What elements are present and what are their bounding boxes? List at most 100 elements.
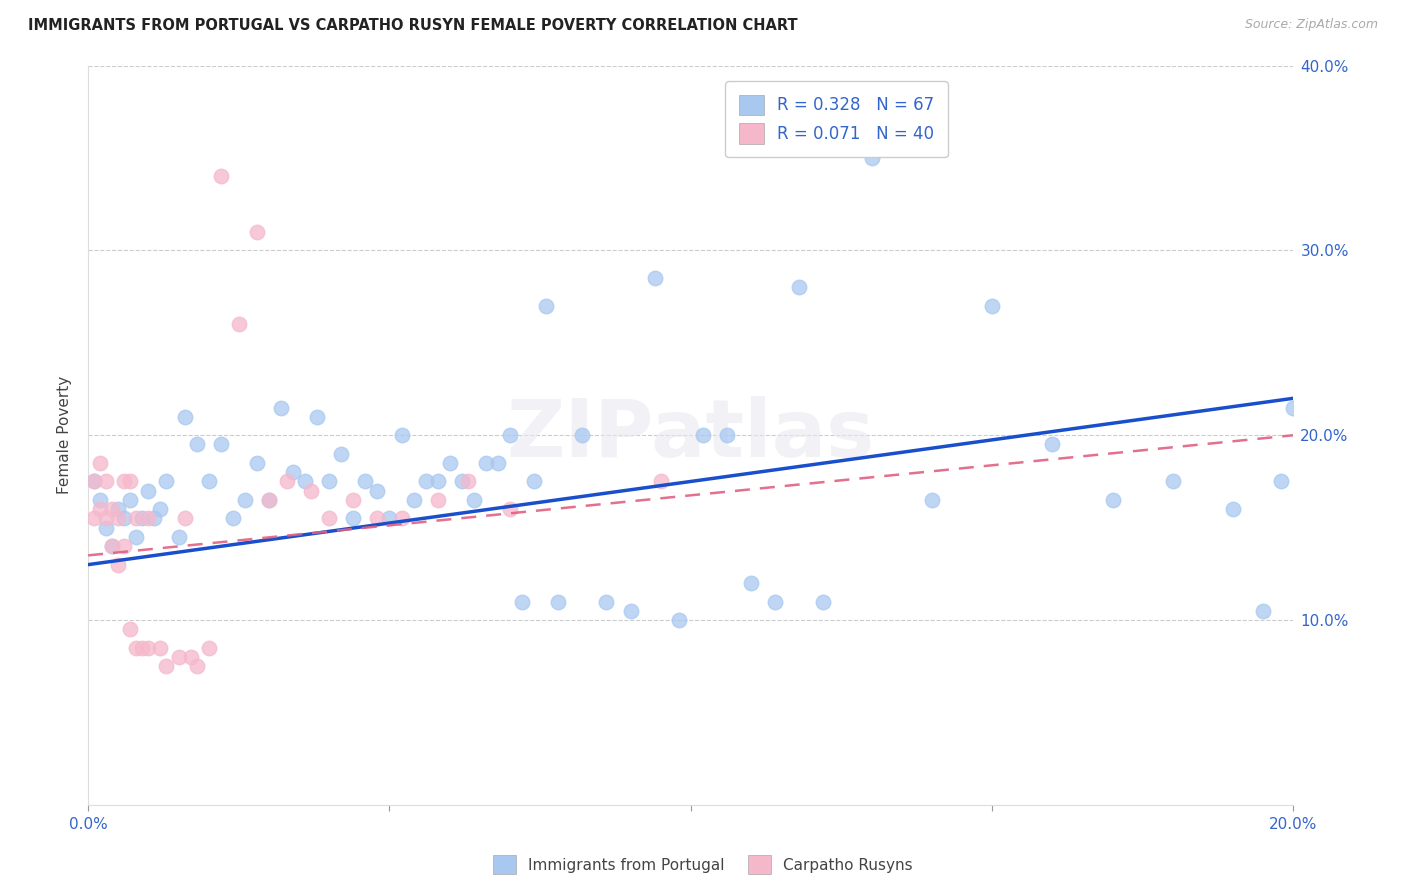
Point [813,594,835,608]
Point [101,539,124,553]
Point [318,511,340,525]
Point [523,475,546,489]
Y-axis label: Female Poverty: Female Poverty [58,376,72,494]
Point [981,299,1004,313]
Point [107,502,129,516]
Text: Source: ZipAtlas.com: Source: ZipAtlas.com [1244,18,1378,31]
Point [149,502,172,516]
Point [595,594,617,608]
Point [173,409,195,424]
Point [571,428,593,442]
Point [120,492,142,507]
Point [510,594,533,608]
Point [125,530,148,544]
Point [475,456,498,470]
Point [138,511,160,525]
Point [83,475,105,489]
Point [294,475,316,489]
Point [450,475,472,489]
Point [342,492,364,507]
Point [101,502,124,516]
Point [143,511,166,525]
Point [257,492,280,507]
Point [439,456,461,470]
Point [149,640,172,655]
Point [499,428,522,442]
Point [125,511,148,525]
Point [233,492,256,507]
Point [716,428,738,442]
Point [366,511,388,525]
Point [96,511,118,525]
Point [120,623,142,637]
Point [457,475,479,489]
Point [644,271,666,285]
Point [342,511,364,525]
Point [120,475,142,489]
Point [167,530,190,544]
Point [354,475,377,489]
Point [921,492,943,507]
Point [125,640,148,655]
Point [426,492,449,507]
Point [96,521,118,535]
Point [155,659,177,673]
Point [112,511,135,525]
Point [650,475,672,489]
Point [83,475,105,489]
Point [89,456,111,470]
Point [89,502,111,516]
Point [131,640,153,655]
Point [107,558,129,572]
Point [173,511,195,525]
Text: ZIPatlas: ZIPatlas [506,396,875,475]
Point [1282,401,1305,415]
Point [330,447,353,461]
Point [138,483,160,498]
Point [763,594,786,608]
Point [186,437,208,451]
Point [180,650,202,665]
Point [107,511,129,525]
Point [740,576,762,591]
Point [276,475,298,489]
Point [228,318,250,332]
Point [270,401,292,415]
Point [1251,604,1274,618]
Point [391,428,413,442]
Point [131,511,153,525]
Point [391,511,413,525]
Point [222,511,245,525]
Point [186,659,208,673]
Point [534,299,557,313]
Point [1040,437,1063,451]
Point [486,456,509,470]
Point [860,151,883,165]
Point [83,511,105,525]
Point [402,492,425,507]
Point [1270,475,1292,489]
Point [307,409,329,424]
Point [197,640,219,655]
Point [138,640,160,655]
Point [101,539,124,553]
Point [112,475,135,489]
Point [499,502,522,516]
Point [209,437,232,451]
Point [246,225,269,239]
Point [1101,492,1123,507]
Point [209,169,232,184]
Point [96,475,118,489]
Point [197,475,219,489]
Point [547,594,569,608]
Point [155,475,177,489]
Text: IMMIGRANTS FROM PORTUGAL VS CARPATHO RUSYN FEMALE POVERTY CORRELATION CHART: IMMIGRANTS FROM PORTUGAL VS CARPATHO RUS… [28,18,797,33]
Point [668,613,690,627]
Point [167,650,190,665]
Point [1161,475,1184,489]
Point [257,492,280,507]
Point [378,511,401,525]
Point [1222,502,1244,516]
Point [366,483,388,498]
Point [787,280,810,294]
